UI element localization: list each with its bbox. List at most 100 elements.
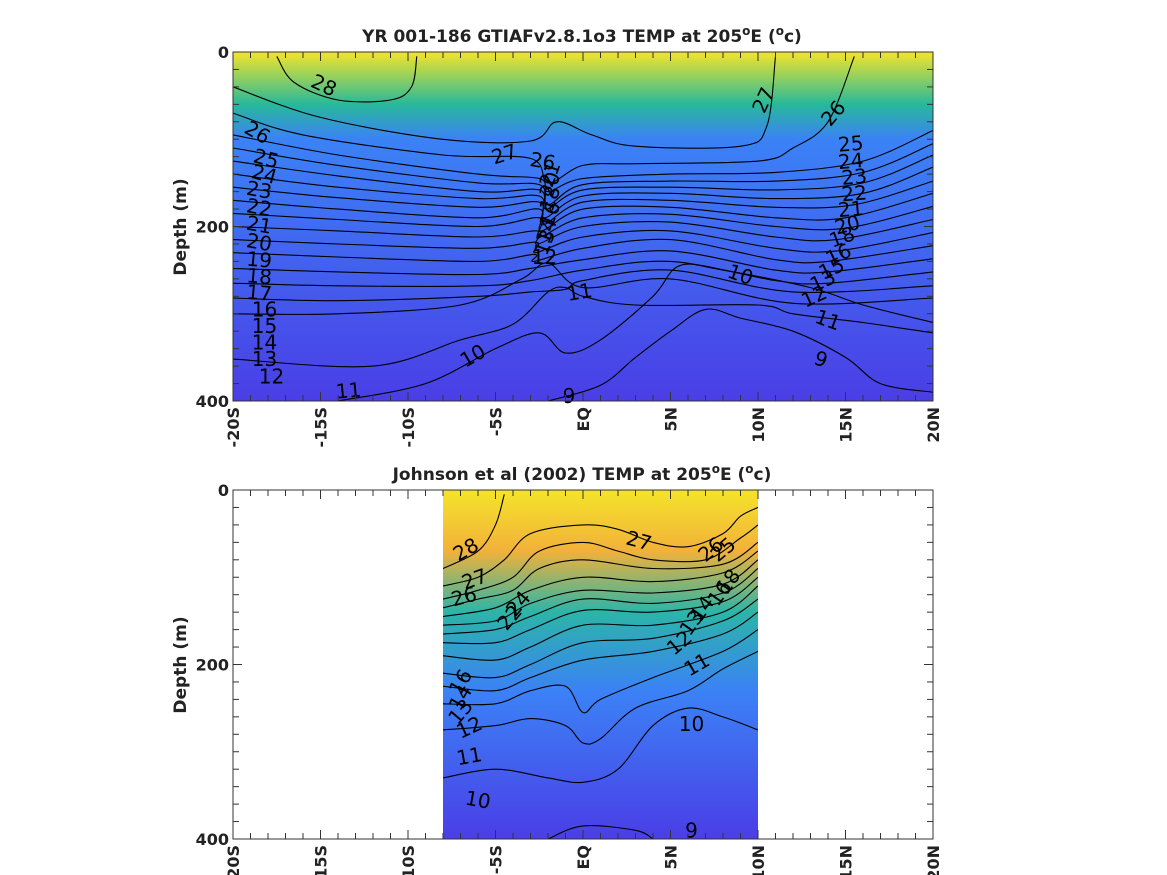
contour-line-20 <box>233 192 933 232</box>
x-tick-label: 20N <box>924 407 943 443</box>
x-tick-label: -10S <box>399 407 418 447</box>
x-tick-label: -20S <box>224 407 243 447</box>
y-axis-label: Depth (m) <box>171 178 191 275</box>
title-sup2: o <box>745 462 753 476</box>
contour-label: 25 <box>837 131 864 157</box>
x-tick-label: -15S <box>312 407 331 447</box>
contour-label: 24 <box>837 148 864 174</box>
title-tail: E ( <box>750 27 775 47</box>
contour-line-27 <box>443 506 758 587</box>
contour-label: 13 <box>252 347 277 371</box>
temperature-field <box>443 490 758 839</box>
contour-line-15 <box>233 250 933 276</box>
title-end: c) <box>754 465 772 485</box>
contour-label: 11 <box>455 742 484 770</box>
x-tick-label: -5S <box>487 407 506 436</box>
title-sup: o <box>712 462 720 476</box>
x-tick-label: 15N <box>837 845 856 875</box>
contour-label: 20 <box>245 228 274 256</box>
contour-line-24 <box>443 550 758 618</box>
contour-label: 23 <box>245 176 274 204</box>
contour-line-27 <box>233 56 777 149</box>
y-tick-label: 200 <box>196 218 229 237</box>
contour-line-18 <box>233 218 933 245</box>
title-end: c) <box>784 27 802 47</box>
contour-label: 14 <box>252 331 277 355</box>
x-tick-label: 20N <box>924 845 943 875</box>
contour-line-28 <box>443 494 505 569</box>
x-tick-label: -15S <box>312 845 331 875</box>
y-tick-label: 200 <box>196 656 229 675</box>
y-tick-label: 400 <box>196 392 229 411</box>
contour-label: 9 <box>563 384 576 408</box>
contour-label: 21 <box>245 211 274 239</box>
contour-line-22 <box>443 559 758 626</box>
title-main: Johnson et al (2002) TEMP at 205 <box>392 465 712 485</box>
contour-line-19 <box>233 205 933 238</box>
contour-line-20 <box>443 568 758 635</box>
x-tick-label: 10N <box>749 845 768 875</box>
contour-line-26 <box>443 524 758 600</box>
contour-label: 18 <box>246 263 273 289</box>
title-sup: o <box>742 24 750 38</box>
contour-line-13 <box>233 269 933 302</box>
contour-label: 10 <box>679 712 704 736</box>
x-tick-label: -20S <box>224 845 243 875</box>
contour-line-11 <box>233 286 933 368</box>
panel-model-temp: YR 001-186 GTIAFv2.8.1o3 TEMP at 205oE (… <box>171 24 943 447</box>
contour-line-25 <box>443 541 758 609</box>
contour-label: 11 <box>565 278 594 306</box>
contour-line-13 <box>443 611 758 692</box>
contour-label: 22 <box>841 180 868 206</box>
panel-johnson-temp: Johnson et al (2002) TEMP at 205oE (oc) … <box>171 462 943 875</box>
contour-lines <box>443 494 758 839</box>
x-tick-label: EQ <box>574 845 593 870</box>
contour-line-24 <box>233 143 933 206</box>
panel-title: Johnson et al (2002) TEMP at 205oE (oc) <box>392 462 772 485</box>
contour-line-17 <box>233 229 933 254</box>
y-axis-label: Depth (m) <box>171 616 191 713</box>
contour-line-16 <box>443 585 758 661</box>
contour-lines <box>233 56 933 401</box>
contour-label: 23 <box>841 164 868 190</box>
contour-label: 11 <box>335 377 362 403</box>
x-tick-label: -5S <box>487 845 506 874</box>
contour-line-28 <box>276 56 418 103</box>
y-tick-label: 400 <box>196 830 229 849</box>
plot-area: 2827272626252422181614131211161413121110… <box>196 481 943 875</box>
contour-line-14 <box>443 598 758 679</box>
x-tick-label: 15N <box>837 407 856 443</box>
contour-label: 15 <box>252 314 277 338</box>
contour-line-11 <box>443 650 758 745</box>
x-tick-label: -10S <box>399 845 418 875</box>
panel-title: YR 001-186 GTIAFv2.8.1o3 TEMP at 205oE (… <box>361 24 802 47</box>
contour-line-23 <box>233 154 933 210</box>
title-tail: E ( <box>720 465 745 485</box>
contour-label: 16 <box>252 297 277 321</box>
y-tick-label: 0 <box>218 43 229 62</box>
contour-label: 17 <box>246 280 273 306</box>
contour-line-9 <box>547 825 654 839</box>
x-tick-label: 5N <box>662 407 681 432</box>
contour-line-16 <box>233 238 933 264</box>
contour-line-21 <box>233 180 933 226</box>
y-tick-label: 0 <box>218 481 229 500</box>
contour-label: 10 <box>463 786 492 814</box>
contour-line-10 <box>443 707 758 784</box>
x-tick-label: EQ <box>574 407 593 432</box>
contour-line-12 <box>233 262 933 315</box>
contour-line-12 <box>443 629 758 714</box>
contour-label: 26 <box>528 147 557 175</box>
title-main: YR 001-186 GTIAFv2.8.1o3 TEMP at 205 <box>361 27 742 47</box>
title-sup2: o <box>776 24 784 38</box>
contour-label: 19 <box>246 247 273 273</box>
contour-label: 12 <box>532 245 557 269</box>
x-tick-label: 5N <box>662 845 681 870</box>
contour-line-18 <box>443 576 758 645</box>
contour-line-14 <box>233 260 933 287</box>
contour-line-26 <box>233 56 855 184</box>
contour-label: 22 <box>245 193 274 221</box>
contour-line-9 <box>547 308 933 401</box>
